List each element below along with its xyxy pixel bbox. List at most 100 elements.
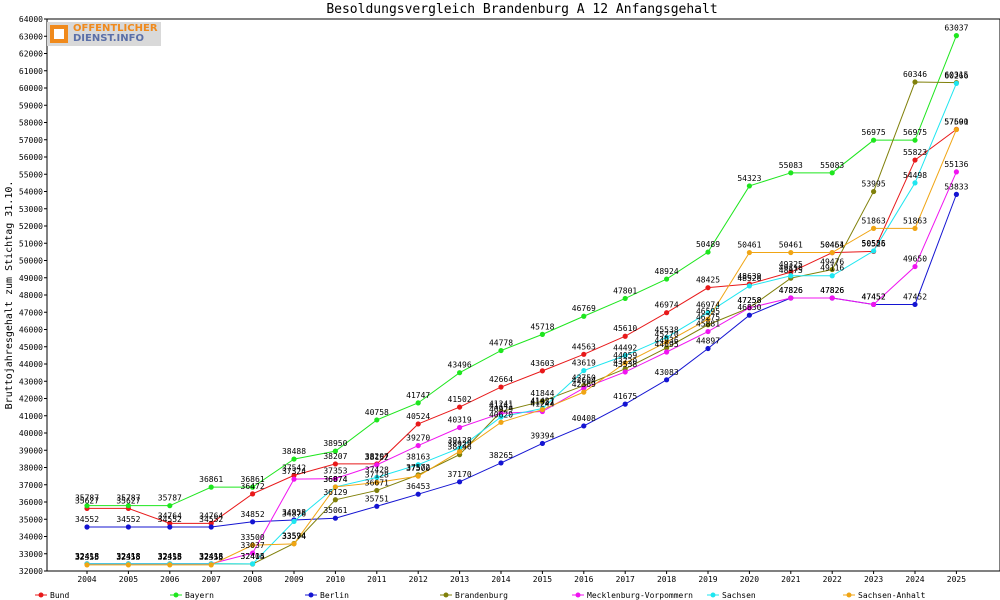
data-point [374,462,380,468]
data-label: 38488 [282,447,306,456]
data-label: 60315 [944,71,968,80]
y-tick-label: 34000 [19,533,43,542]
legend-swatch-marker [710,592,716,598]
y-tick-label: 44000 [19,360,43,369]
data-point [581,385,587,391]
legend-label: Sachsen [722,591,756,600]
data-point [622,360,628,366]
data-label: 44778 [489,339,513,348]
data-label: 38265 [489,451,513,460]
data-label: 46769 [572,304,596,313]
data-label: 41675 [613,392,637,401]
x-tick-label: 2013 [450,575,469,584]
data-label: 32418 [199,552,223,561]
data-label: 35751 [365,494,389,503]
data-label: 36453 [406,482,430,491]
data-point [705,328,711,335]
y-tick-label: 40000 [19,429,43,438]
data-point [415,421,421,427]
legend-label: Bayern [185,591,214,600]
legend-swatch-marker [173,592,179,598]
y-tick-label: 37000 [19,481,43,490]
data-label: 46275 [696,313,720,322]
data-label: 46595 [696,307,720,316]
data-label: 39270 [406,434,430,443]
data-point [746,183,753,189]
x-tick-label: 2023 [864,575,883,584]
data-label: 37324 [282,467,306,476]
data-point [829,273,835,279]
data-point [457,404,463,410]
data-label: 37500 [406,464,430,473]
y-tick-label: 57000 [19,136,43,145]
data-label: 48526 [737,274,761,283]
data-label: 34852 [241,510,265,519]
data-point [208,520,214,526]
data-label: 40929 [489,405,513,414]
data-label: 37170 [448,470,472,479]
data-point [953,191,960,197]
data-point [415,491,421,497]
data-label: 42750 [572,374,596,383]
y-tick-label: 39000 [19,446,43,455]
y-tick-label: 59000 [19,101,43,110]
data-label: 45881 [696,320,720,329]
data-point [415,442,421,449]
data-label: 39394 [530,431,554,440]
data-point [539,406,546,413]
data-label: 49325 [779,260,803,269]
data-point [622,352,628,359]
data-label: 41357 [530,398,554,407]
data-label: 42664 [489,375,513,384]
data-label: 32418 [158,552,182,561]
y-tick-label: 36000 [19,498,43,507]
data-label: 32355 [199,553,223,562]
data-label: 32418 [199,552,223,561]
data-point [705,285,711,291]
data-label: 35787 [158,494,182,503]
series-line-0 [87,128,957,524]
data-point [208,484,214,490]
data-point [953,126,960,133]
data-label: 32355 [116,553,140,562]
data-label: 45718 [530,322,554,331]
data-label: 38929 [448,439,472,448]
y-tick-label: 41000 [19,412,43,421]
data-label: 47826 [820,286,844,295]
data-label: 51863 [862,216,886,225]
x-tick-label: 2009 [284,575,303,584]
data-point [788,273,794,279]
legend: Bund Bayern Berlin Brandenburg Mecklenburg-V… [35,591,926,600]
data-label: 43720 [613,357,637,366]
data-label: 35627 [75,496,99,505]
data-point [374,487,380,494]
data-point [250,519,256,525]
data-label: 36861 [241,475,265,484]
x-tick-label: 2014 [491,575,510,584]
data-label: 46830 [737,303,761,312]
data-label: 32418 [75,552,99,561]
data-point [374,417,380,423]
data-label: 49476 [820,258,844,267]
data-label: 47258 [737,296,761,305]
data-label: 50555 [862,239,886,248]
data-point [912,157,918,163]
data-point [912,180,918,186]
data-point [581,423,587,429]
data-point [167,562,173,568]
data-label: 45610 [613,324,637,333]
data-label: 32355 [158,553,182,562]
data-point [208,524,214,530]
y-tick-label: 60000 [19,84,43,93]
data-label: 46974 [696,301,720,310]
data-label: 47826 [820,286,844,295]
data-label: 42369 [572,380,596,389]
data-point [788,170,794,176]
data-label: 44492 [613,344,637,353]
data-label: 38207 [365,452,389,461]
data-point [664,339,670,345]
data-point [291,472,297,479]
data-point [539,368,546,374]
data-label: 53995 [862,180,886,189]
data-label: 56975 [903,128,927,137]
